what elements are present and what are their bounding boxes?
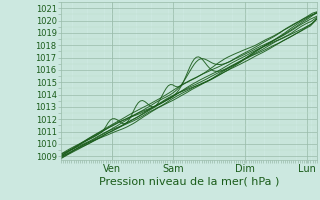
X-axis label: Pression niveau de la mer( hPa ): Pression niveau de la mer( hPa )	[99, 177, 279, 187]
